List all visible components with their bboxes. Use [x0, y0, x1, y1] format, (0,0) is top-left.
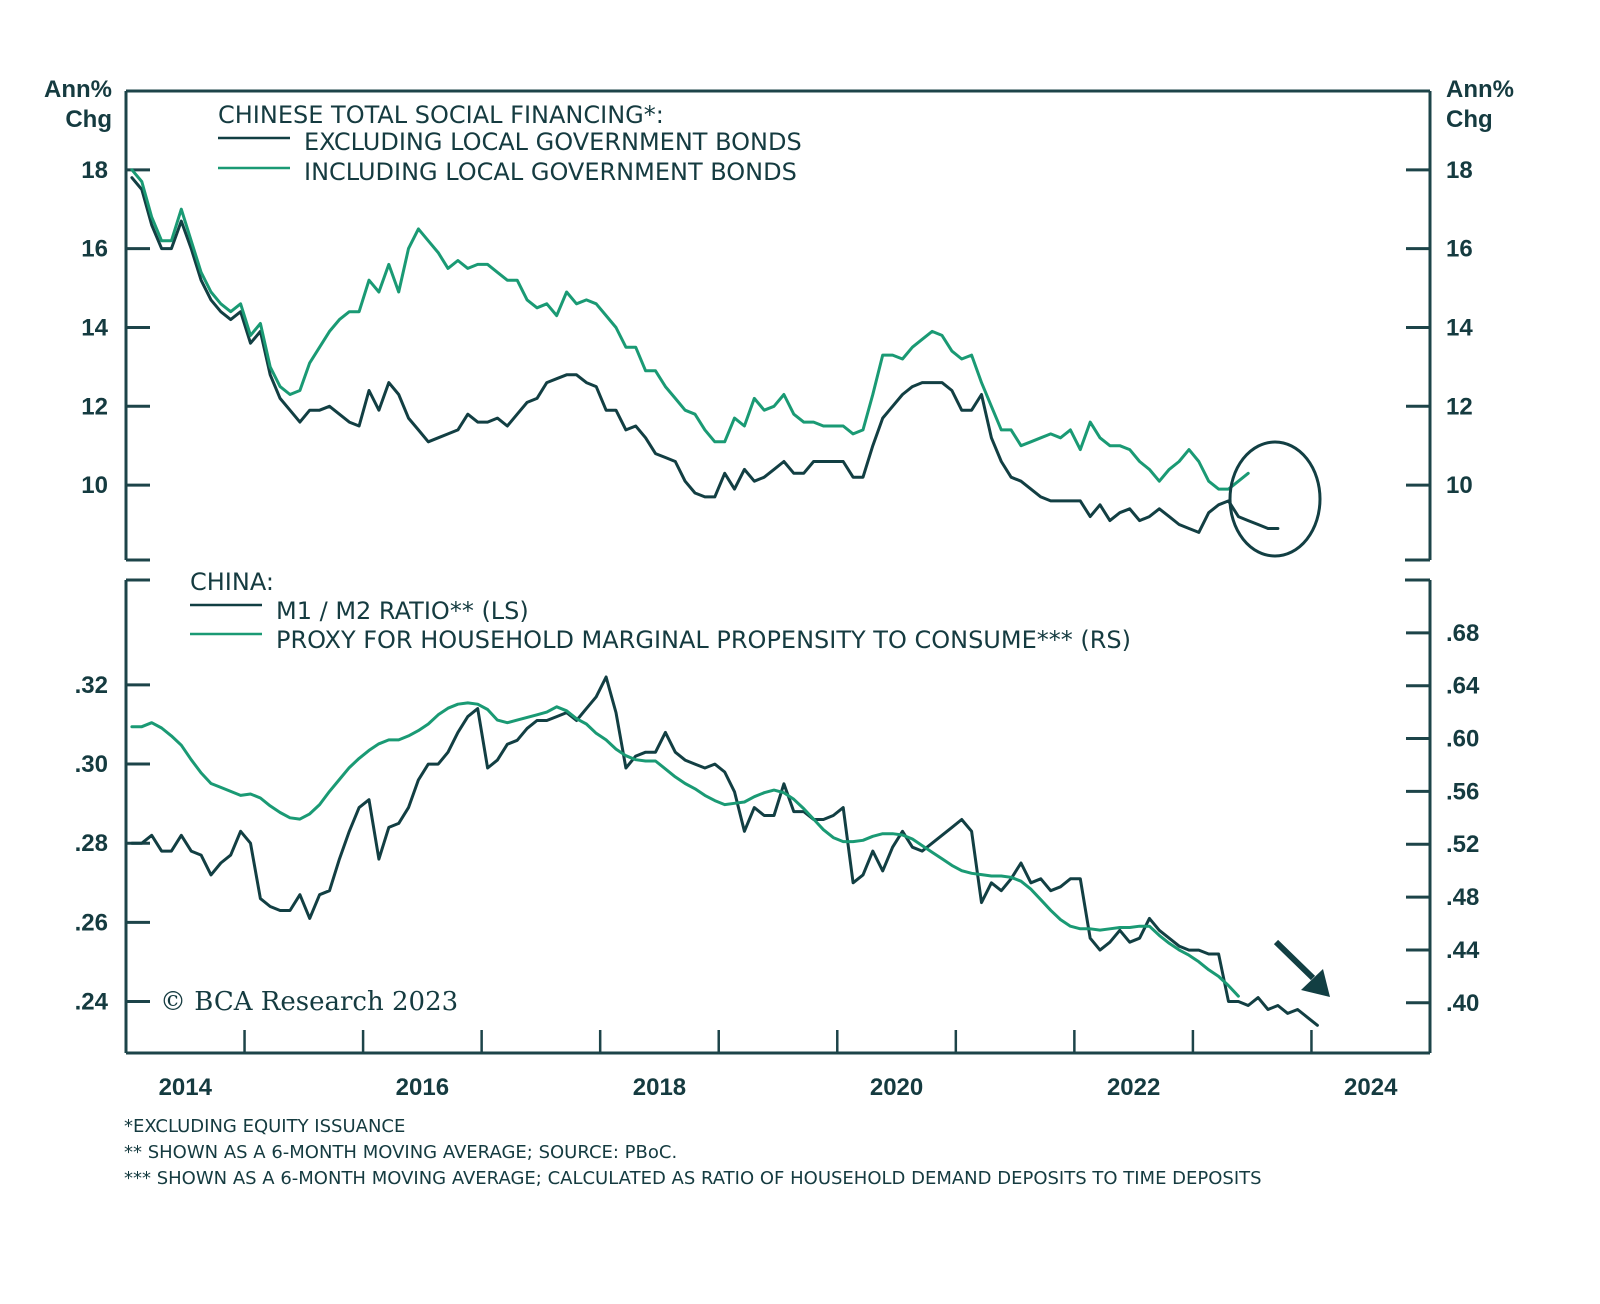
bottom-right-tick-label: .56 — [1446, 778, 1479, 805]
top-legend-label-excl: EXCLUDING LOCAL GOVERNMENT BONDS — [304, 128, 802, 156]
top-right-tick-label: 18 — [1446, 157, 1473, 184]
bottom-right-tick-label: .68 — [1446, 620, 1479, 647]
bottom-right-tick-label: .52 — [1446, 831, 1479, 858]
bottom-y-ticks: .24 .26 .28 .30 .32 .40 .44 .48 .52 .56 .60 .64 .68 — [75, 620, 1480, 1017]
bottom-legend-label-m1m2: M1 / M2 RATIO** (LS) — [276, 597, 529, 625]
x-axis-ticks — [243, 1030, 1313, 1053]
top-right-tick-label: 10 — [1446, 472, 1473, 499]
top-left-tick-label: 10 — [81, 472, 108, 499]
bottom-left-tick-label: .32 — [75, 672, 108, 699]
bottom-left-tick-label: .30 — [75, 751, 108, 778]
x-tick-label: 2022 — [1107, 1074, 1160, 1101]
series-line-excluding-local-government-bonds — [130, 176, 1280, 534]
bottom-right-tick-label: .44 — [1446, 937, 1480, 964]
top-right-tick-label: 12 — [1446, 393, 1473, 420]
x-tick-label: 2016 — [396, 1074, 449, 1101]
top-left-unit-line1: Ann% — [44, 76, 112, 103]
x-tick-label: 2014 — [159, 1074, 213, 1101]
top-legend-title: CHINESE TOTAL SOCIAL FINANCING*: — [218, 101, 664, 129]
bottom-legend-title: CHINA: — [190, 568, 274, 596]
top-left-tick-label: 16 — [81, 236, 108, 263]
bottom-left-tick-label: .26 — [75, 909, 108, 936]
down-arrow-annotation — [1273, 939, 1330, 997]
top-right-unit-line2: Chg — [1446, 106, 1493, 133]
bottom-left-tick-label: .24 — [75, 989, 109, 1016]
bottom-right-tick-label: .64 — [1446, 673, 1480, 700]
series-line-including-local-government-bonds — [130, 168, 1250, 491]
top-left-tick-label: 12 — [81, 393, 108, 420]
footnote-2: ** SHOWN AS A 6-MONTH MOVING AVERAGE; SO… — [124, 1142, 677, 1163]
top-y-ticks: 10 10 12 12 14 14 16 16 18 18 — [81, 157, 1473, 499]
bottom-right-tick-label: .60 — [1446, 726, 1479, 753]
highlight-circle-annotation — [1228, 440, 1322, 558]
top-right-tick-label: 16 — [1446, 236, 1473, 263]
footnote-3: *** SHOWN AS A 6-MONTH MOVING AVERAGE; C… — [124, 1168, 1262, 1189]
bottom-right-tick-label: .40 — [1446, 990, 1479, 1017]
bottom-panel: .24.26.28.30.32.40.44.48.52.56.60.64.68 … — [75, 568, 1480, 1055]
x-tick-label: 2018 — [633, 1074, 686, 1101]
copyright-text: © BCA Research 2023 — [160, 987, 458, 1017]
x-axis-labels: 2014 2016 2018 2020 2022 2024 — [159, 1074, 1398, 1101]
x-tick-label: 2024 — [1344, 1074, 1398, 1101]
footnote-1: *EXCLUDING EQUITY ISSUANCE — [124, 1116, 405, 1137]
top-right-tick-label: 14 — [1446, 314, 1473, 341]
footnotes: *EXCLUDING EQUITY ISSUANCE ** SHOWN AS A… — [124, 1116, 1262, 1189]
x-tick-label: 2020 — [870, 1074, 923, 1101]
series-line-m1-m2-ratio-ls — [130, 675, 1319, 1027]
top-legend-label-incl: INCLUDING LOCAL GOVERNMENT BONDS — [304, 158, 797, 186]
bottom-left-tick-label: .28 — [75, 830, 108, 857]
top-left-tick-label: 14 — [81, 314, 108, 341]
top-left-tick-label: 18 — [81, 157, 108, 184]
series-line-proxy-for-household-marginal-propensity-to-consume-rs — [130, 701, 1240, 998]
top-right-unit-line1: Ann% — [1446, 76, 1514, 103]
bottom-series-group — [130, 675, 1319, 1027]
top-panel: 10 10 12 12 14 14 16 16 18 18 Ann% Chg Ann% Chg C… — [44, 76, 1514, 562]
bottom-right-tick-label: .48 — [1446, 884, 1479, 911]
top-left-unit-line2: Chg — [65, 106, 112, 133]
bottom-legend-label-mpc: PROXY FOR HOUSEHOLD MARGINAL PROPENSITY … — [276, 626, 1131, 654]
top-series-group — [130, 168, 1280, 534]
